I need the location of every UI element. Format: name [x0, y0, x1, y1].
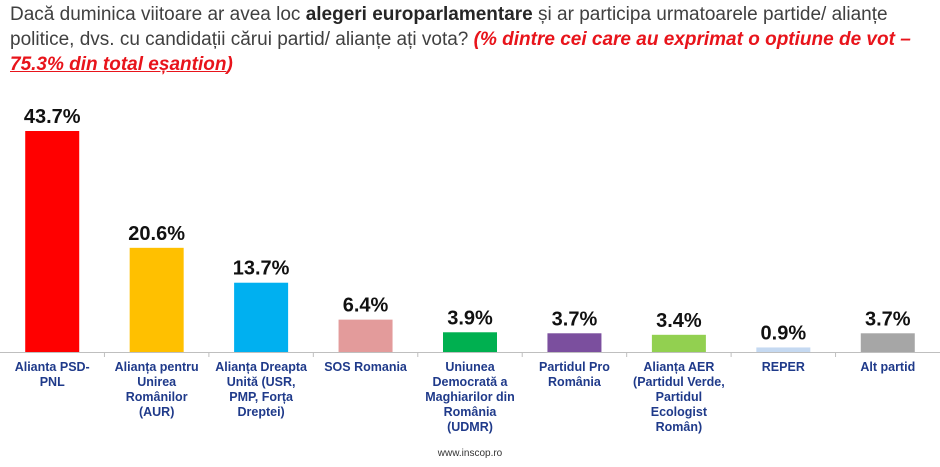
sample-note: (% dintre cei care au exprimat o optiune… [10, 29, 911, 75]
data-label: 3.4% [656, 310, 702, 332]
category-label: Uniunea Democrată a Maghiarilor din România… [425, 360, 515, 434]
data-label: 3.7% [552, 308, 598, 330]
data-label: 3.9% [447, 307, 493, 329]
category-label: REPER [762, 360, 805, 374]
footer-source: www.inscop.ro [437, 448, 503, 459]
category-label: Alt partid [860, 360, 915, 374]
bar [338, 319, 393, 352]
bar [234, 282, 289, 352]
category-label: Alianța AER (Partidul Verde, Partidul Ecolo… [633, 360, 725, 434]
category-label: Alianța pentru Unirea Românilor (AUR) [115, 360, 199, 419]
category-label: Partidul Pro România [539, 360, 610, 389]
data-label: 6.4% [343, 295, 389, 317]
sample-note-underlined: 75.3% din total eșantion [10, 54, 227, 75]
bar [443, 332, 497, 352]
data-label: 3.7% [865, 308, 911, 330]
category-label: Alianta PSD-PNL [15, 360, 90, 389]
category-label: Alianța Dreapta Unită (USR, PMP, Forța Drep… [215, 360, 308, 419]
question-part2: și ar participa urmatoarele partide/ ali… [10, 4, 888, 50]
question-part1: Dacă duminica viitoare ar avea loc [10, 4, 306, 25]
bar [860, 333, 915, 352]
bar [756, 347, 811, 352]
sample-note-end: ) [226, 54, 233, 75]
data-label: 43.7% [24, 106, 81, 128]
data-label: 13.7% [233, 258, 290, 280]
question-bold: alegeri europarlamentare [305, 4, 533, 25]
data-label: 20.6% [128, 223, 185, 245]
sample-note-text: (% dintre cei care au exprimat o optiune… [473, 29, 911, 50]
bar [547, 333, 602, 352]
category-label: SOS Romania [324, 360, 408, 374]
bar [129, 247, 184, 352]
question-text: Dacă duminica viitoare ar avea loc alege… [10, 2, 935, 77]
bar [25, 131, 80, 352]
bar [651, 334, 706, 352]
data-label: 0.9% [761, 322, 807, 344]
